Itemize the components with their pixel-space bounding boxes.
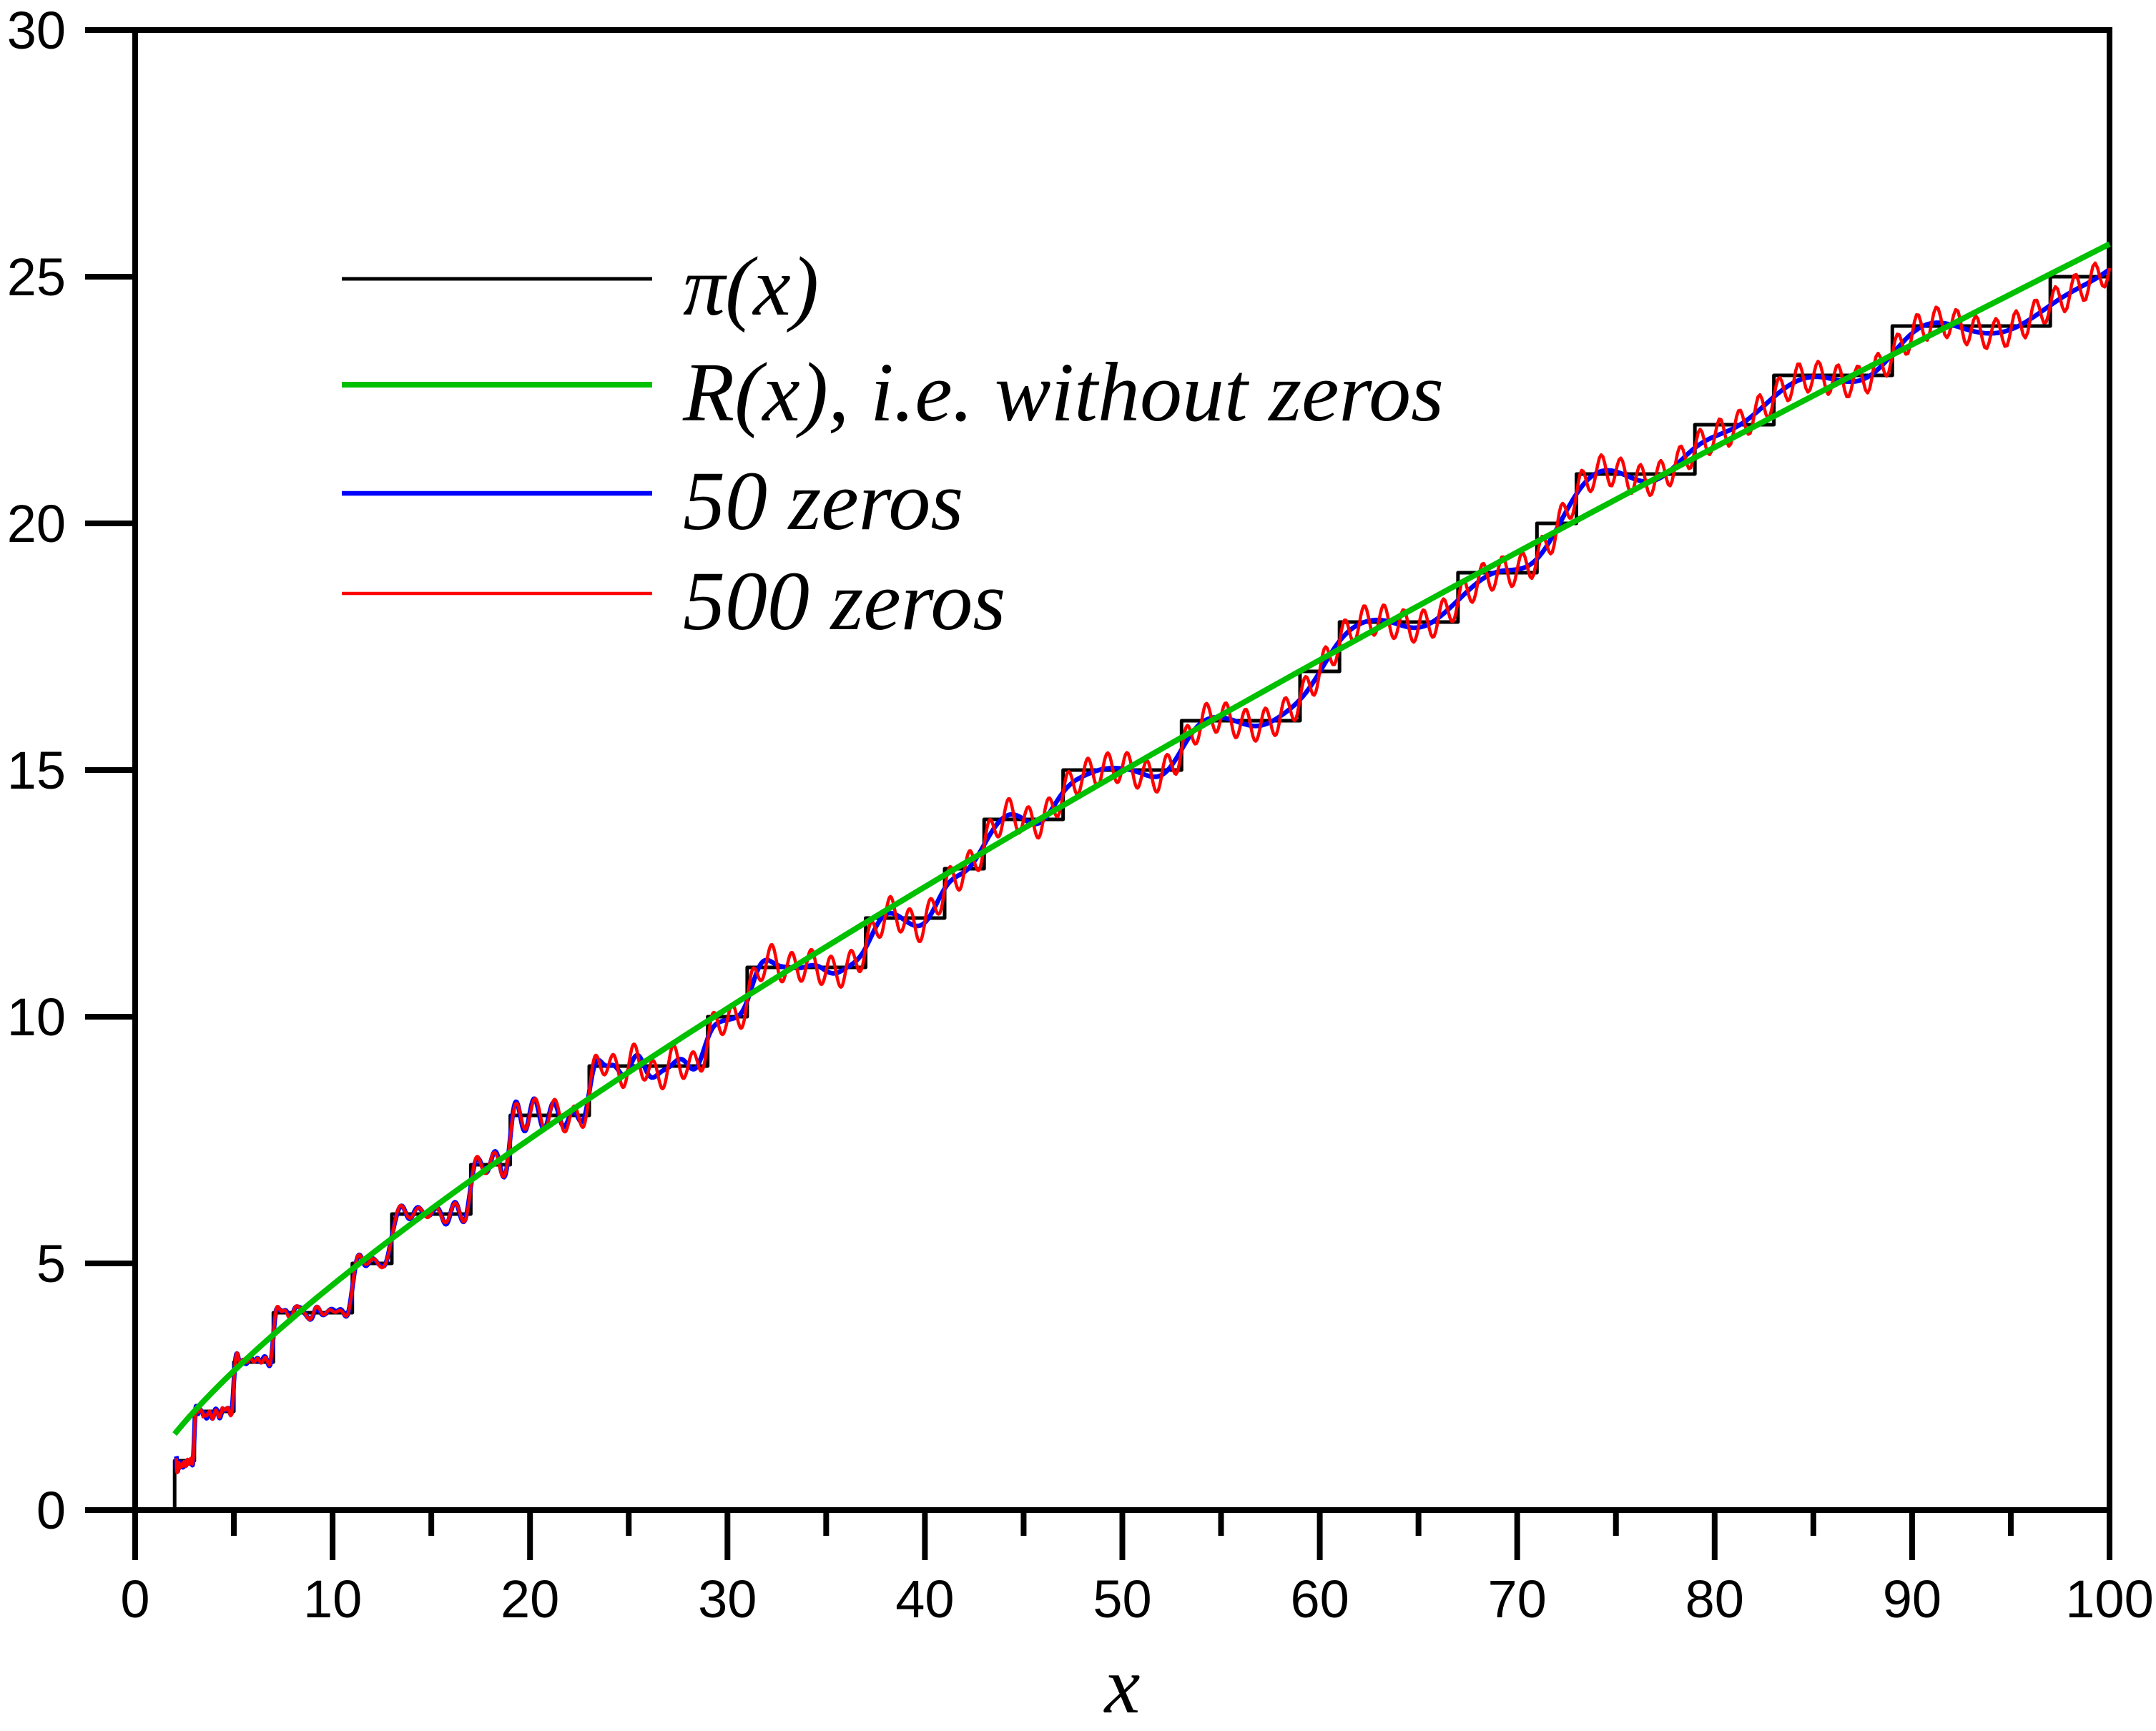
curves bbox=[172, 241, 2111, 1510]
x-tick-label-20: 20 bbox=[501, 1569, 559, 1629]
y-tick-label-0: 0 bbox=[36, 1481, 66, 1540]
x-tick-label-0: 0 bbox=[120, 1569, 149, 1629]
y-tick-label-30: 30 bbox=[7, 1, 66, 60]
legend-label-z500: 500 zeros bbox=[683, 554, 1005, 648]
x-tick-label-70: 70 bbox=[1488, 1569, 1547, 1629]
x-tick-label-40: 40 bbox=[895, 1569, 954, 1629]
x-tick-label-60: 60 bbox=[1290, 1569, 1349, 1629]
legend: π(x) R(x), i.e. without zeros 50 zeros500 … bbox=[342, 240, 1444, 648]
y-tick-label-15: 15 bbox=[7, 741, 66, 800]
x-tick-label-80: 80 bbox=[1685, 1569, 1744, 1629]
x-axis-title: x bbox=[1103, 1642, 1141, 1730]
x-tick-label-50: 50 bbox=[1093, 1569, 1151, 1629]
x-tick-label-90: 90 bbox=[1883, 1569, 1941, 1629]
legend-label-z50: 50 zeros bbox=[683, 454, 963, 548]
legend-label-pi: π(x) bbox=[683, 240, 819, 333]
y-tick-label-20: 20 bbox=[7, 494, 66, 553]
x-tick-label-100: 100 bbox=[2065, 1569, 2153, 1629]
x-tick-label-10: 10 bbox=[303, 1569, 362, 1629]
series-500-zeros bbox=[174, 261, 2111, 1474]
legend-label-R: R(x), i.e. without zeros bbox=[682, 345, 1444, 439]
y-tick-label-5: 5 bbox=[36, 1234, 66, 1293]
y-tick-label-10: 10 bbox=[7, 987, 66, 1047]
axes: 0 10 20 30 40 50 60 70 80 90 100 0 5 10 15 20 25 30 bbox=[7, 1, 2154, 1629]
series-R-x bbox=[172, 241, 2111, 1437]
x-tick-label-30: 30 bbox=[698, 1569, 757, 1629]
y-tick-label-25: 25 bbox=[7, 247, 66, 307]
